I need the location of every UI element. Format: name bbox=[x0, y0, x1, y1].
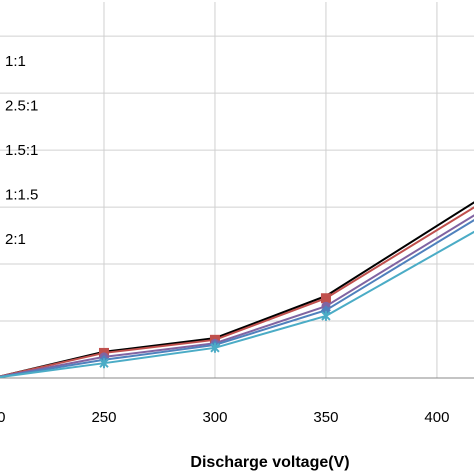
marker bbox=[321, 310, 331, 321]
x-tick-label: 400 bbox=[424, 409, 449, 426]
legend-label: 2:1 bbox=[5, 231, 26, 248]
series-line bbox=[0, 230, 474, 379]
series-line bbox=[0, 201, 474, 378]
legend-label: 2.5:1 bbox=[5, 97, 38, 114]
series-line bbox=[0, 214, 474, 378]
x-tick-label: 350 bbox=[313, 409, 338, 426]
legend-label: 1.5:1 bbox=[5, 142, 38, 159]
legend-label: 1:1.5 bbox=[5, 186, 38, 203]
marker bbox=[99, 358, 109, 369]
x-axis-title: Discharge voltage(V) bbox=[190, 454, 349, 471]
x-tick-label: 250 bbox=[91, 409, 116, 426]
marker bbox=[320, 293, 331, 304]
x-tick-label: 300 bbox=[202, 409, 227, 426]
series-line bbox=[0, 218, 474, 378]
x-tick-label: 200 bbox=[0, 409, 6, 426]
marker bbox=[210, 342, 220, 353]
legend-label: 1:1 bbox=[5, 53, 26, 70]
series-line bbox=[0, 206, 474, 378]
